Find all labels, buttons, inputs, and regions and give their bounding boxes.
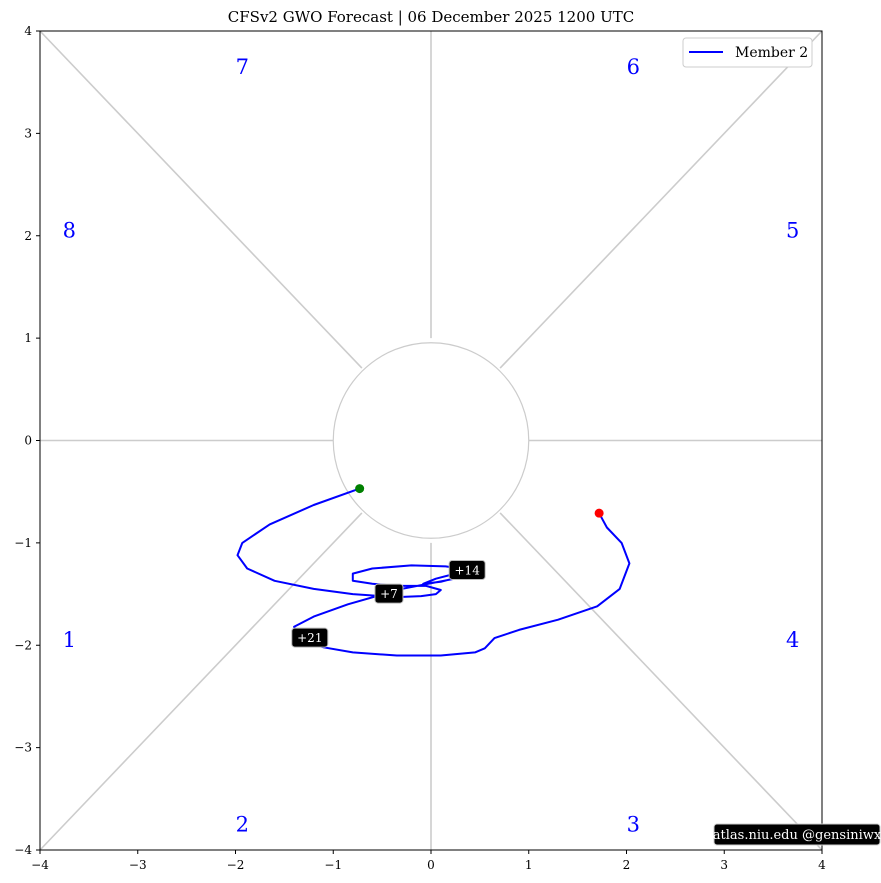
phase-label-3: 3 <box>627 812 640 836</box>
y-tick-label: 2 <box>24 229 32 243</box>
day-label-box <box>291 627 329 648</box>
phase-divider-line <box>39 512 363 851</box>
x-tick-label: 3 <box>720 858 728 872</box>
y-tick-label: −1 <box>14 536 32 550</box>
x-tick-label: 2 <box>623 858 631 872</box>
y-tick-label: 0 <box>24 434 32 448</box>
y-tick-label: 1 <box>24 331 32 345</box>
y-tick-label: −3 <box>14 741 32 755</box>
member-2-trajectory-line <box>236 487 631 657</box>
end-point-marker <box>594 508 604 518</box>
x-tick-label: −2 <box>227 858 245 872</box>
start-point-marker <box>355 484 365 494</box>
phase-divider-line <box>499 512 823 851</box>
credit-badge: atlas.niu.edu @gensiniwx <box>713 823 881 846</box>
legend-entry-label: Member 2 <box>735 45 808 61</box>
phase-label-1: 1 <box>63 628 76 652</box>
y-tick-label: 4 <box>24 24 32 38</box>
day-label-plus-14: +14 <box>448 560 486 581</box>
credit-box <box>713 823 881 846</box>
y-tick-label: 3 <box>24 126 32 140</box>
y-tick-label: −2 <box>14 638 32 652</box>
day-label-box <box>374 583 404 604</box>
inner-circle <box>332 342 530 539</box>
phase-divider-line <box>499 30 823 369</box>
day-labels: +7 +14 +21 <box>291 560 486 648</box>
phase-label-5: 5 <box>786 219 799 243</box>
phase-label-7: 7 <box>236 55 249 79</box>
day-label-text: +7 <box>380 587 398 601</box>
legend: Member 2 <box>682 37 813 68</box>
phase-divider-lines <box>39 30 823 851</box>
legend-box <box>682 37 813 68</box>
x-tick-label: 1 <box>525 858 533 872</box>
x-tick-label: 0 <box>427 858 435 872</box>
day-label-text: +14 <box>455 564 481 578</box>
x-tick-label: −3 <box>129 858 147 872</box>
phase-label-2: 2 <box>236 812 249 836</box>
y-tick-label: −4 <box>14 843 32 857</box>
day-label-box <box>448 560 486 581</box>
phase-label-6: 6 <box>627 55 640 79</box>
day-label-plus-21: +21 <box>291 627 329 648</box>
x-tick-label: −1 <box>324 858 342 872</box>
x-tick-label: −4 <box>31 858 49 872</box>
phase-labels: 1 2 3 4 5 6 7 8 <box>63 55 800 837</box>
x-axis-ticks: −4 −3 −2 −1 0 1 2 3 4 <box>31 850 826 872</box>
day-label-text: +21 <box>297 631 322 645</box>
phase-divider-line <box>39 30 363 369</box>
phase-label-8: 8 <box>63 219 76 243</box>
day-label-plus-7: +7 <box>374 583 404 604</box>
chart-title: CFSv2 GWO Forecast | 06 December 2025 12… <box>228 8 634 26</box>
y-axis-ticks: −4 −3 −2 −1 0 1 2 3 4 <box>14 24 40 857</box>
phase-label-4: 4 <box>786 628 799 652</box>
x-tick-label: 4 <box>818 858 826 872</box>
credit-text: atlas.niu.edu @gensiniwx <box>713 828 881 843</box>
